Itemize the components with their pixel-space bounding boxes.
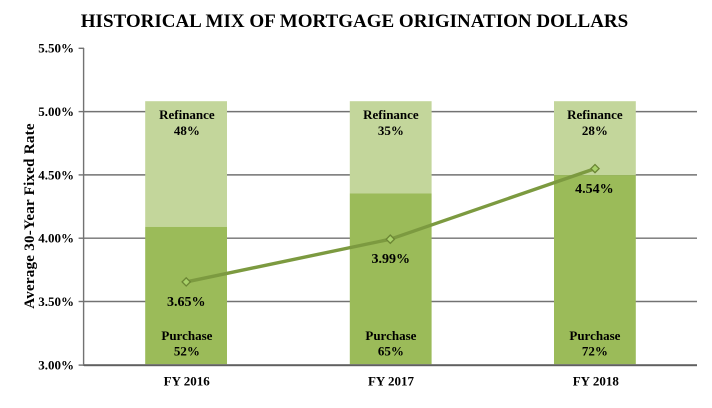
svg-text:48%: 48% xyxy=(174,123,200,138)
svg-text:35%: 35% xyxy=(378,123,404,138)
svg-text:5.50%: 5.50% xyxy=(38,41,74,56)
svg-text:65%: 65% xyxy=(378,343,404,358)
svg-text:5.00%: 5.00% xyxy=(38,104,74,119)
svg-text:Purchase: Purchase xyxy=(161,328,212,343)
svg-text:4.00%: 4.00% xyxy=(38,231,74,246)
svg-text:Refinance: Refinance xyxy=(363,107,419,122)
svg-text:FY 2017: FY 2017 xyxy=(368,373,415,388)
svg-text:Purchase: Purchase xyxy=(569,328,620,343)
svg-text:Average 30-Year Fixed Rate: Average 30-Year Fixed Rate xyxy=(22,123,38,309)
svg-text:72%: 72% xyxy=(582,343,608,358)
svg-text:FY 2016: FY 2016 xyxy=(164,373,211,388)
svg-text:4.50%: 4.50% xyxy=(38,167,74,182)
svg-text:52%: 52% xyxy=(174,343,200,358)
svg-text:3.65%: 3.65% xyxy=(167,295,206,310)
svg-text:HISTORICAL MIX OF MORTGAGE ORI: HISTORICAL MIX OF MORTGAGE ORIGINATION D… xyxy=(81,11,628,32)
svg-text:Refinance: Refinance xyxy=(567,107,623,122)
svg-text:Purchase: Purchase xyxy=(365,328,416,343)
svg-text:3.99%: 3.99% xyxy=(372,252,411,267)
svg-text:Refinance: Refinance xyxy=(159,107,215,122)
svg-text:3.00%: 3.00% xyxy=(38,358,74,373)
svg-text:3.50%: 3.50% xyxy=(38,294,74,309)
svg-text:4.54%: 4.54% xyxy=(575,182,614,197)
svg-text:FY 2018: FY 2018 xyxy=(573,373,620,388)
svg-text:28%: 28% xyxy=(582,123,608,138)
